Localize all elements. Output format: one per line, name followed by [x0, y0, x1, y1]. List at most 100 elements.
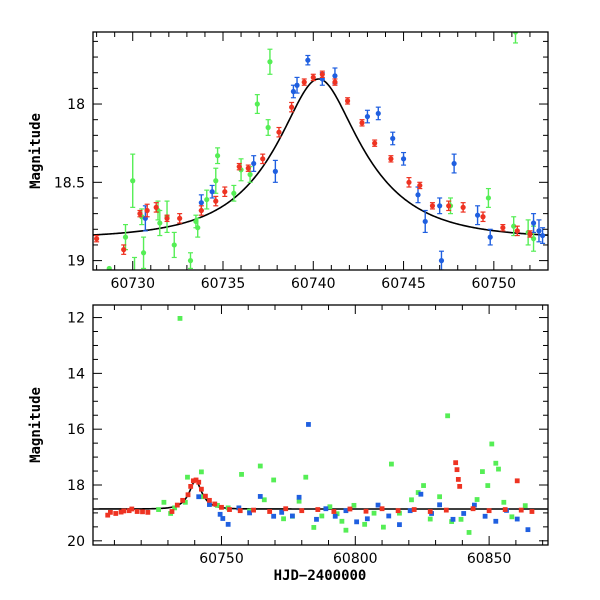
bottom-red-point-36: [427, 509, 433, 514]
top-red-point-24: [417, 182, 423, 189]
top-data-marks: [93, 32, 548, 270]
bottom-x-axis-title: HJD−2400000: [274, 568, 367, 584]
top-blue-point-6: [294, 82, 300, 88]
bottom-blue-point-6: [247, 510, 252, 516]
top-tick-labels: 60730 60735 60740 60745 60750 18 18.5 19: [54, 97, 516, 292]
top-blue-point-12: [390, 135, 396, 142]
bottom-blue-point-12: [306, 422, 311, 427]
top-green-point-14: [213, 178, 219, 184]
bottom-red-point-45: [514, 478, 520, 484]
top-green-point-7: [157, 220, 163, 226]
bottom-blue-point-32: [514, 516, 520, 522]
bottom-red-point-34: [395, 508, 401, 514]
bottom-blue-point-4: [225, 521, 231, 527]
top-blue-point-14: [415, 192, 421, 198]
bottom-red-point-37: [443, 507, 449, 513]
bottom-blue-point-33: [525, 527, 531, 533]
bottom-blue-point-26: [450, 516, 456, 522]
top-xtick-label: 60745: [381, 276, 426, 292]
bottom-green-point-32: [409, 497, 414, 503]
bottom-red-point-19: [203, 493, 208, 499]
bottom-green-point-9: [215, 502, 220, 508]
bottom-red-point-12: [180, 497, 186, 503]
top-blue-point-4: [272, 168, 278, 174]
bottom-blue-point-18: [364, 516, 370, 522]
top-red-point-31: [527, 231, 533, 237]
bottom-green-point-11: [239, 471, 244, 477]
bottom-red-point-14: [188, 483, 194, 489]
top-blue-point-22: [536, 228, 542, 234]
bottom-ytick-label: 16: [67, 422, 85, 438]
bottom-ytick-label: 18: [67, 478, 85, 494]
bottom-red-point-0: [105, 512, 111, 518]
bottom-green-point-48: [509, 514, 515, 520]
top-red-point-27: [460, 204, 466, 210]
top-red-point-0: [94, 236, 100, 242]
bottom-green-point-14: [261, 497, 267, 503]
top-green-point-13: [204, 196, 210, 203]
bottom-green-point-1: [161, 499, 167, 505]
bottom-green-point-33: [415, 490, 421, 495]
bottom-green-point-43: [485, 483, 491, 488]
bottom-y-axis-title: Magnitude: [28, 387, 44, 463]
bottom-blue-point-23: [418, 491, 424, 497]
bottom-green-point-45: [493, 460, 499, 466]
bottom-red-point-47: [529, 509, 535, 514]
bottom-red-point-16: [193, 477, 199, 483]
bottom-red-point-40: [455, 477, 461, 482]
bottom-green-point-34: [421, 483, 426, 488]
top-blue-point-16: [437, 203, 443, 209]
top-green-point-24: [511, 223, 517, 229]
top-blue-point-19: [474, 212, 481, 218]
bottom-red-point-24: [237, 508, 243, 514]
bottom-blue-point-13: [314, 516, 319, 522]
bottom-blue-point-9: [279, 509, 285, 515]
bottom-green-point-18: [296, 498, 302, 504]
bottom-red-point-33: [379, 506, 385, 512]
bottom-green-point-4: [177, 315, 183, 321]
bottom-red-point-6: [129, 506, 135, 512]
bottom-green-point-35: [427, 516, 433, 522]
top-red-point-3: [144, 207, 150, 214]
bottom-green-point-0: [156, 507, 161, 512]
bottom-red-point-21: [212, 501, 218, 507]
panel-bottom-full-season: 60750 60800 60850 12 14 16 18 20 Magnitude HJD−…: [28, 304, 549, 584]
bottom-blue-point-25: [437, 502, 443, 508]
bottom-data-marks: [93, 315, 548, 535]
bottom-red-point-10: [169, 509, 175, 514]
bottom-red-point-20: [207, 497, 212, 503]
bottom-green-point-29: [380, 524, 386, 530]
top-red-point-28: [480, 214, 486, 220]
bottom-blue-point-15: [332, 513, 338, 519]
top-clipped-marks: [93, 32, 548, 270]
bottom-green-point-3: [172, 505, 178, 511]
top-blue-point-11: [375, 110, 381, 117]
bottom-green-point-26: [351, 502, 357, 508]
bottom-green-point-22: [327, 504, 333, 510]
bottom-plot-frame: [92, 304, 549, 546]
bottom-axis-ticks: [93, 305, 548, 545]
bottom-green-point-42: [480, 469, 485, 475]
top-red-point-8: [213, 198, 219, 204]
bottom-blue-point-30: [493, 518, 499, 524]
bottom-blue-point-2: [217, 511, 223, 517]
bottom-red-point-13: [185, 492, 191, 498]
bottom-green-point-44: [489, 441, 495, 447]
bottom-blue-point-5: [236, 505, 242, 511]
top-red-point-1: [121, 247, 127, 253]
bottom-ytick-label: 14: [67, 366, 85, 382]
top-blue-point-7: [305, 57, 311, 63]
top-blue-point-15: [422, 218, 428, 225]
bottom-green-point-39: [458, 516, 464, 522]
bottom-red-point-2: [113, 511, 119, 516]
bottom-green-point-23: [334, 511, 340, 517]
bottom-red-point-30: [331, 509, 337, 514]
bottom-red-point-9: [145, 509, 151, 515]
bottom-red-point-4: [121, 508, 127, 514]
top-green-point-2: [130, 178, 136, 184]
bottom-blue-point-29: [482, 513, 488, 519]
bottom-blue-point-7: [257, 494, 263, 499]
top-green-point-16: [231, 190, 237, 196]
